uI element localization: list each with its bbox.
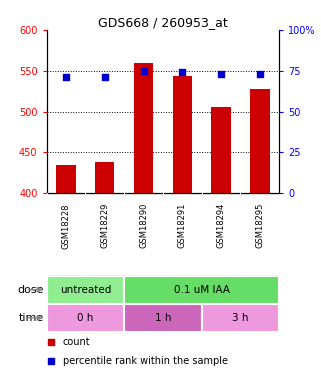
Bar — [250, 89, 270, 193]
Point — [141, 68, 146, 74]
Point — [102, 74, 107, 80]
Point — [48, 358, 54, 364]
Bar — [95, 162, 114, 193]
Point — [219, 71, 224, 77]
Text: percentile rank within the sample: percentile rank within the sample — [63, 356, 228, 366]
Text: GSM18290: GSM18290 — [139, 203, 148, 248]
Title: GDS668 / 260953_at: GDS668 / 260953_at — [98, 16, 228, 29]
Text: GSM18295: GSM18295 — [256, 203, 265, 248]
Text: 0 h: 0 h — [77, 313, 93, 323]
Text: dose: dose — [18, 285, 44, 295]
Bar — [47, 304, 124, 332]
Bar — [124, 304, 202, 332]
Text: time: time — [19, 313, 44, 323]
Bar — [56, 165, 76, 193]
Text: GSM18229: GSM18229 — [100, 203, 109, 248]
Bar — [124, 276, 279, 304]
Text: GSM18294: GSM18294 — [217, 203, 226, 248]
Text: count: count — [63, 337, 91, 347]
Text: GSM18291: GSM18291 — [178, 203, 187, 248]
Bar — [173, 76, 192, 193]
Bar — [212, 108, 231, 193]
Bar — [47, 276, 124, 304]
Point — [63, 74, 68, 80]
Bar — [202, 304, 279, 332]
Text: 0.1 uM IAA: 0.1 uM IAA — [174, 285, 230, 295]
Point — [180, 69, 185, 75]
Bar — [134, 63, 153, 193]
Point — [257, 71, 263, 77]
Text: 1 h: 1 h — [155, 313, 171, 323]
Point — [48, 339, 54, 345]
Text: untreated: untreated — [60, 285, 111, 295]
Text: GSM18228: GSM18228 — [61, 203, 70, 249]
Text: 3 h: 3 h — [232, 313, 249, 323]
